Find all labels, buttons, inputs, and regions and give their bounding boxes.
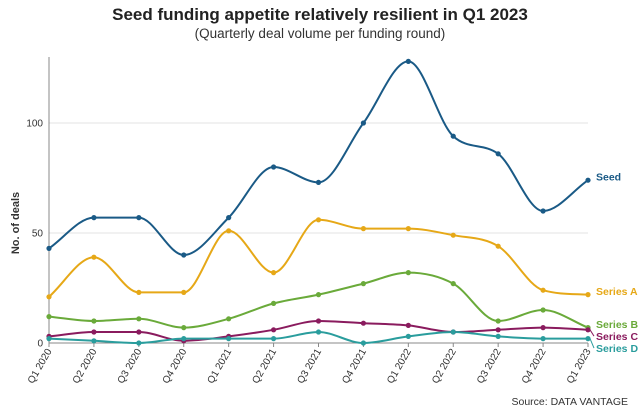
- series-label-series-d: Series D: [596, 343, 638, 355]
- x-tick-label: Q1 2022: [385, 347, 414, 386]
- data-point-series-d: [450, 329, 456, 335]
- data-point-series-a: [91, 254, 97, 260]
- data-point-series-d: [360, 340, 367, 346]
- data-point-series-d: [495, 333, 501, 339]
- data-point-series-b: [405, 270, 411, 276]
- data-point-series-d: [46, 336, 52, 342]
- data-point-series-a: [181, 289, 187, 295]
- x-tick-label: Q2 2020: [71, 347, 100, 386]
- data-point-series-a: [226, 228, 232, 234]
- data-point-series-b: [360, 281, 367, 287]
- data-point-series-a: [136, 289, 142, 295]
- x-tick-label: Q3 2022: [475, 347, 504, 386]
- x-tick-label: Q2 2021: [250, 347, 279, 386]
- data-point-seed: [540, 208, 546, 214]
- chart-title: Seed funding appetite relatively resilie…: [112, 5, 528, 24]
- data-point-series-b: [181, 325, 187, 331]
- data-point-series-a: [270, 270, 277, 276]
- data-point-series-c: [405, 322, 411, 328]
- x-tick-label: Q2 2022: [430, 347, 459, 386]
- data-point-series-a: [495, 243, 501, 249]
- data-point-seed: [495, 151, 501, 157]
- data-point-series-c: [270, 327, 277, 333]
- data-point-series-a: [540, 287, 546, 293]
- data-point-seed: [585, 177, 591, 183]
- x-tick-label: Q3 2020: [116, 347, 145, 386]
- x-tick-label: Q1 2021: [206, 347, 235, 386]
- data-point-series-c: [315, 318, 322, 324]
- x-tick-label: Q4 2021: [340, 347, 369, 386]
- y-tick-label: 100: [26, 119, 43, 130]
- x-tick-label: Q4 2022: [520, 347, 549, 386]
- data-point-series-b: [46, 314, 52, 320]
- data-point-series-b: [540, 307, 546, 313]
- data-point-series-a: [315, 217, 322, 223]
- data-point-series-a: [360, 226, 367, 232]
- data-point-series-c: [136, 329, 142, 335]
- data-point-series-b: [136, 316, 142, 322]
- x-tick-label: Q3 2021: [295, 347, 324, 386]
- data-point-series-d: [181, 336, 187, 342]
- data-point-series-b: [226, 316, 232, 322]
- data-point-series-d: [405, 333, 411, 339]
- label-connector-series-c: [589, 329, 595, 337]
- data-point-series-d: [540, 336, 546, 342]
- data-point-series-b: [495, 318, 501, 324]
- data-point-series-c: [585, 327, 591, 333]
- data-point-seed: [315, 179, 322, 185]
- data-point-seed: [46, 245, 52, 251]
- data-point-series-a: [450, 232, 456, 238]
- x-tick-label: Q1 2020: [26, 347, 55, 386]
- data-point-seed: [91, 215, 97, 221]
- chart-subtitle: (Quarterly deal volume per funding round…: [194, 26, 446, 41]
- series-line-series-a: [48, 218, 589, 298]
- data-point-series-c: [495, 327, 501, 333]
- data-point-series-c: [91, 329, 97, 335]
- x-tick-label: Q1 2023: [565, 347, 594, 386]
- data-point-series-d: [315, 329, 322, 335]
- y-axis-label: No. of deals: [10, 192, 22, 254]
- source-note: Source: DATA VANTAGE: [511, 396, 628, 408]
- series-line-seed: [48, 60, 589, 257]
- data-point-series-a: [585, 292, 591, 298]
- data-point-seed: [226, 215, 232, 221]
- series-label-series-b: Series B: [596, 319, 638, 331]
- data-point-series-a: [46, 294, 52, 300]
- label-connector-series-d: [589, 338, 595, 349]
- data-point-series-c: [540, 325, 546, 331]
- data-point-series-b: [91, 318, 97, 324]
- data-point-series-d: [226, 336, 232, 342]
- data-point-series-b: [270, 300, 277, 306]
- data-point-seed: [450, 133, 456, 139]
- series-label-seed: Seed: [596, 172, 621, 184]
- x-tick-label: Q4 2020: [161, 347, 190, 386]
- data-point-series-c: [360, 320, 367, 326]
- data-point-series-d: [136, 340, 142, 346]
- data-point-seed: [181, 252, 187, 258]
- data-point-seed: [136, 215, 142, 221]
- data-point-seed: [270, 164, 277, 170]
- data-point-seed: [360, 120, 367, 126]
- data-point-series-b: [315, 292, 322, 298]
- data-point-series-d: [270, 336, 277, 342]
- data-point-series-d: [91, 338, 97, 344]
- data-point-series-a: [405, 226, 411, 232]
- data-point-seed: [405, 58, 411, 64]
- series-label-series-a: Series A: [596, 286, 638, 298]
- data-point-series-b: [450, 281, 456, 287]
- y-tick-label: 0: [37, 339, 43, 350]
- data-point-series-d: [585, 336, 591, 342]
- series-label-series-c: Series C: [596, 331, 638, 343]
- y-tick-label: 50: [32, 229, 44, 240]
